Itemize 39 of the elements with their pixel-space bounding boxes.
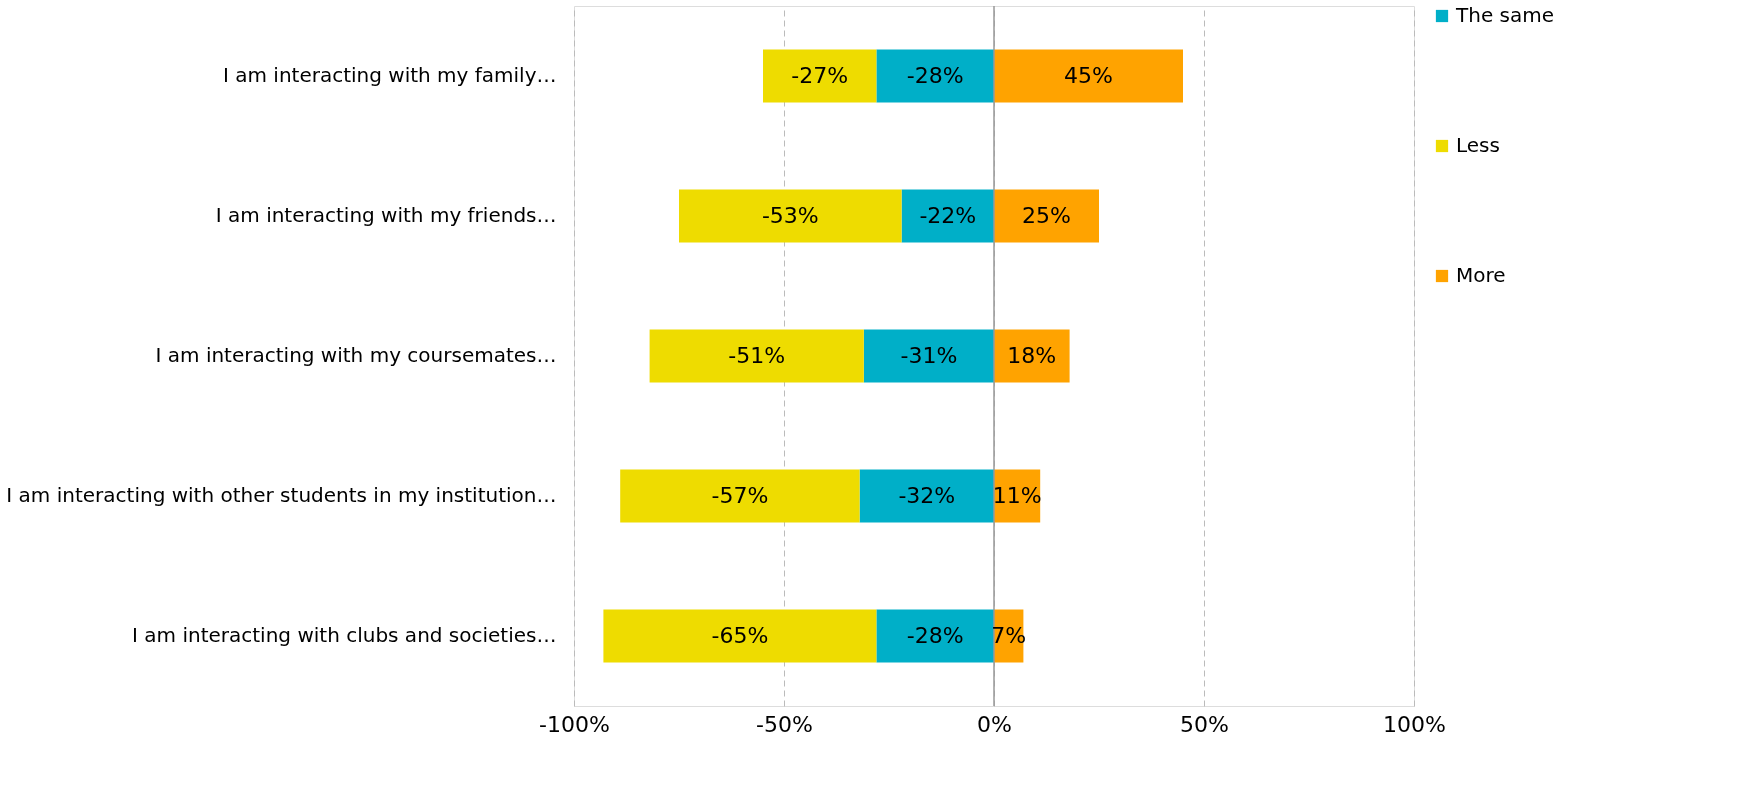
bar xyxy=(863,329,994,383)
data-label: 18% xyxy=(1007,343,1057,368)
data-label: -51% xyxy=(728,343,786,368)
bar xyxy=(603,609,877,663)
data-label: -28% xyxy=(906,623,964,648)
y-tick-label: I am interacting with clubs and societies… xyxy=(132,623,557,647)
bar xyxy=(994,189,1099,243)
data-label: 45% xyxy=(1064,63,1113,88)
data-label: -31% xyxy=(900,343,958,368)
data-label: -22% xyxy=(919,203,977,228)
bar xyxy=(763,49,877,103)
bar xyxy=(679,189,902,243)
bar xyxy=(649,329,864,383)
x-tick-label: -100% xyxy=(539,711,610,737)
data-label: -32% xyxy=(898,483,956,508)
data-label: -28% xyxy=(906,63,964,88)
bar xyxy=(901,189,994,243)
legend-label: Less xyxy=(1456,133,1500,157)
bar xyxy=(876,609,994,663)
bar xyxy=(859,469,994,523)
x-tick-label: 0% xyxy=(977,711,1012,737)
data-label: -53% xyxy=(761,203,819,228)
x-tick-label: 50% xyxy=(1180,711,1229,737)
data-label: 25% xyxy=(1022,203,1071,228)
y-tick-label: I am interacting with my family… xyxy=(222,63,557,87)
bar xyxy=(994,49,1183,103)
y-tick-label: I am interacting with other students in my institution… xyxy=(6,483,557,507)
legend-label: The same xyxy=(1455,3,1555,27)
x-tick-label: 100% xyxy=(1383,711,1446,737)
legend-label: More xyxy=(1456,263,1506,287)
data-label: -57% xyxy=(711,483,769,508)
data-label: -65% xyxy=(711,623,769,648)
y-tick-label: I am interacting with my friends… xyxy=(215,203,557,227)
y-tick-label: I am interacting with my coursemates… xyxy=(155,343,557,367)
bar xyxy=(876,49,994,103)
x-tick-label: -50% xyxy=(756,711,813,737)
bar xyxy=(620,469,860,523)
data-label: -27% xyxy=(791,63,849,88)
bar xyxy=(994,329,1070,383)
